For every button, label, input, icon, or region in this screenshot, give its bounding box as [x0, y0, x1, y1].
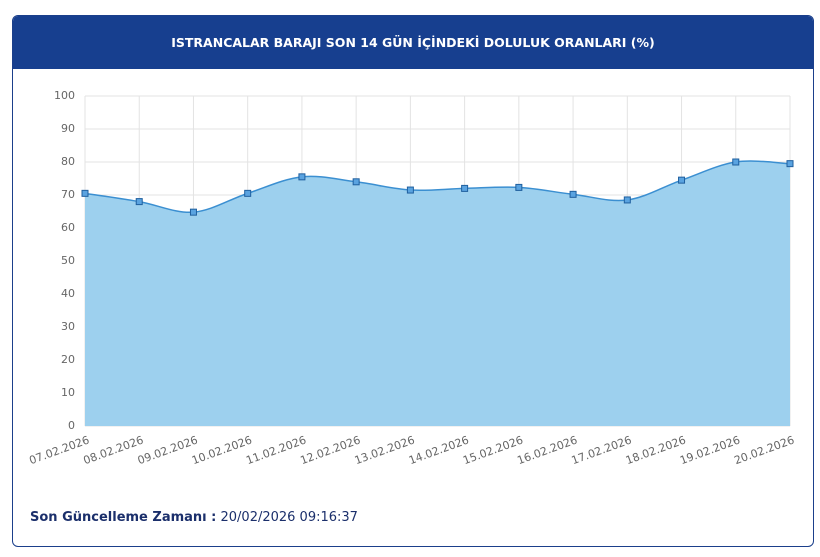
x-tick-label: 18.02.2026 [624, 433, 688, 467]
x-tick-label: 19.02.2026 [678, 433, 742, 467]
x-tick-label: 13.02.2026 [353, 433, 417, 467]
x-tick-label: 11.02.2026 [244, 433, 308, 467]
point-marker [732, 158, 740, 166]
footer: Son Güncelleme Zamanı : 20/02/2026 09:16… [30, 510, 358, 525]
x-tick-label: 15.02.2026 [461, 433, 525, 467]
x-tick-label: 16.02.2026 [515, 433, 579, 467]
chart: 0 10 20 30 40 50 60 70 80 90 100 07.02.202608.02.20… [27, 89, 796, 467]
x-tick-label: 12.02.2026 [299, 433, 363, 467]
header: ISTRANCALAR BARAJI SON 14 GÜN İÇİNDEKİ D… [13, 16, 813, 69]
point-marker [406, 186, 414, 194]
x-tick-label: 14.02.2026 [407, 433, 471, 467]
y-tick-label: 40 [61, 287, 75, 300]
line [84, 160, 791, 213]
point-marker [461, 184, 469, 192]
y-tick-label: 90 [61, 122, 75, 135]
footer-value: 20/02/2026 09:16:37 [220, 510, 358, 525]
x-tick-label: 10.02.2026 [190, 433, 254, 467]
footer-label: Son Güncelleme Zamanı : [30, 510, 217, 525]
x-tick-label: 07.02.2026 [27, 433, 91, 467]
card: ISTRANCALAR BARAJI SON 14 GÜN İÇİNDEKİ D… [12, 15, 814, 547]
point-marker [189, 208, 197, 216]
y-tick-label: 50 [61, 254, 75, 267]
chart-title: ISTRANCALAR BARAJI SON 14 GÜN İÇİNDEKİ D… [171, 35, 655, 50]
point-marker [786, 160, 794, 168]
point-marker [135, 198, 143, 206]
area [85, 161, 790, 426]
point-marker [515, 183, 523, 191]
point-marker [244, 189, 252, 197]
point-marker [623, 196, 631, 204]
point-marker [81, 189, 89, 197]
y-tick-label: 30 [61, 320, 75, 333]
point-marker [352, 178, 360, 186]
y-tick-label: 20 [61, 353, 75, 366]
x-tick-label: 17.02.2026 [570, 433, 634, 467]
point-marker [569, 190, 577, 198]
y-tick-label: 70 [61, 188, 75, 201]
x-tick-label: 08.02.2026 [82, 433, 146, 467]
x-tick-label: 20.02.2026 [732, 433, 796, 467]
y-tick-label: 0 [68, 419, 75, 432]
point-marker [678, 176, 686, 184]
y-tick-label: 80 [61, 155, 75, 168]
y-tick-label: 10 [61, 386, 75, 399]
y-tick-label: 60 [61, 221, 75, 234]
x-tick-label: 09.02.2026 [136, 433, 200, 467]
y-tick-label: 100 [54, 89, 75, 102]
point-marker [298, 173, 306, 181]
